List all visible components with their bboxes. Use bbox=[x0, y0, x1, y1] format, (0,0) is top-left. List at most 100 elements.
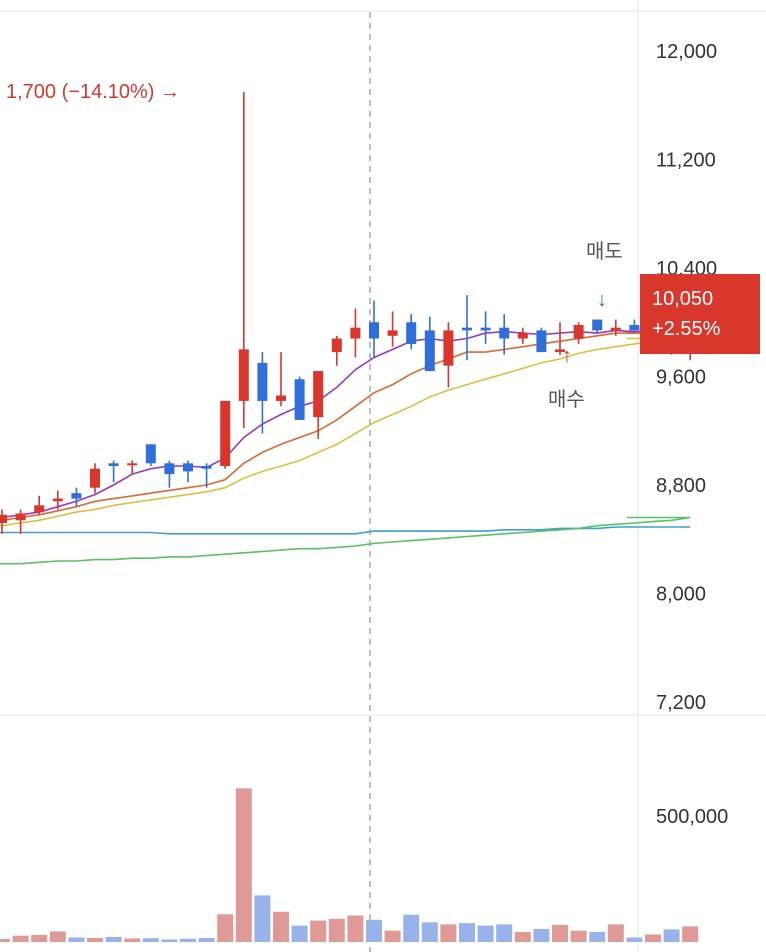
candle-body bbox=[276, 395, 286, 401]
current-price-badge: 10,050 +2.55% bbox=[640, 274, 760, 354]
candle-body bbox=[294, 379, 305, 420]
volume-bar bbox=[217, 914, 234, 942]
candle-body bbox=[629, 324, 640, 331]
volume-bar bbox=[533, 928, 550, 942]
volume-bar bbox=[291, 925, 308, 942]
candle-body bbox=[406, 322, 417, 344]
volume-bar bbox=[31, 934, 48, 942]
volume-bar bbox=[124, 938, 141, 942]
moving-averages bbox=[0, 329, 691, 565]
candle-body bbox=[183, 463, 193, 472]
volume-bar bbox=[514, 931, 531, 942]
candle-body bbox=[164, 463, 175, 475]
volume-bar bbox=[347, 915, 364, 942]
moving-average-line bbox=[0, 337, 691, 527]
candle-body bbox=[71, 493, 82, 499]
annotations: 1,700 (−14.10%) → 매도 ↓ ↑ 매수 bbox=[6, 81, 623, 411]
volume-bar bbox=[366, 919, 382, 942]
volume-bar bbox=[273, 911, 289, 942]
candle-body bbox=[257, 362, 268, 401]
candle-body bbox=[238, 349, 249, 401]
candle-body bbox=[443, 330, 454, 366]
volume-bar bbox=[589, 931, 606, 942]
candle-body bbox=[201, 466, 212, 469]
volume-bar bbox=[235, 788, 252, 942]
current-price-change: +2.55% bbox=[652, 318, 721, 340]
price-tick-label: 8,000 bbox=[656, 584, 706, 606]
moving-average-line bbox=[0, 526, 691, 535]
candle-body bbox=[462, 327, 472, 331]
candle-body bbox=[573, 324, 584, 339]
volume-bar bbox=[496, 924, 513, 942]
price-axis: 12,00011,20010,4009,6008,8008,0007,20050… bbox=[656, 41, 728, 828]
moving-average-line bbox=[0, 330, 691, 522]
price-tick-label: 7,200 bbox=[656, 692, 706, 714]
candle-body bbox=[517, 333, 528, 339]
volume-bar bbox=[459, 923, 475, 942]
volume-bar bbox=[87, 937, 103, 942]
candle-body bbox=[480, 327, 491, 331]
candle-body bbox=[90, 468, 100, 488]
candle-body bbox=[387, 330, 398, 336]
candles[interactable] bbox=[0, 91, 696, 534]
volume-bar bbox=[384, 930, 401, 942]
volume-bar bbox=[477, 925, 494, 942]
candle-body bbox=[536, 330, 547, 353]
volume-bar bbox=[440, 924, 457, 942]
volume-bar bbox=[49, 931, 66, 942]
volume-bar bbox=[180, 938, 196, 942]
candle-body bbox=[592, 319, 603, 331]
volume-bars[interactable] bbox=[0, 788, 699, 942]
price-tick-label: 8,800 bbox=[656, 475, 706, 497]
buy-signal-label: 매수 bbox=[548, 388, 585, 411]
candle-body bbox=[34, 505, 45, 513]
candle-body bbox=[145, 444, 156, 464]
price-tick-label: 9,600 bbox=[656, 367, 706, 389]
volume-bar bbox=[626, 937, 643, 942]
candle-body bbox=[610, 327, 621, 331]
candle-body bbox=[331, 338, 342, 353]
volume-bar bbox=[421, 922, 438, 942]
volume-bar bbox=[198, 937, 215, 942]
buy-arrow-icon: ↑ bbox=[562, 345, 572, 367]
sell-signal-label: 매도 bbox=[586, 240, 623, 263]
volume-bar bbox=[105, 936, 122, 942]
candle-body bbox=[313, 371, 324, 418]
candle-body bbox=[424, 330, 435, 372]
candle-body bbox=[0, 514, 7, 523]
volume-bar bbox=[68, 937, 85, 942]
volume-bar bbox=[663, 929, 680, 942]
volume-bar bbox=[254, 895, 271, 942]
volume-bar bbox=[310, 920, 327, 942]
high-price-label: 1,700 (−14.10%) → bbox=[6, 81, 180, 103]
volume-bar bbox=[607, 924, 624, 942]
candle-body bbox=[369, 322, 379, 339]
candle-body bbox=[127, 463, 138, 466]
volume-bar bbox=[142, 938, 159, 942]
candle-body bbox=[52, 498, 63, 502]
price-tick-label: 11,200 bbox=[656, 150, 716, 172]
volume-bar bbox=[682, 926, 699, 942]
moving-average-line bbox=[0, 329, 691, 519]
volume-bar bbox=[570, 930, 587, 942]
price-tick-label: 12,000 bbox=[656, 41, 717, 63]
volume-bar bbox=[161, 939, 178, 942]
volume-bar bbox=[328, 918, 345, 942]
volume-bar bbox=[552, 924, 568, 942]
candle-body bbox=[15, 513, 26, 521]
candle-body bbox=[555, 349, 565, 353]
volume-bar bbox=[0, 938, 10, 942]
volume-tick-label: 500,000 bbox=[656, 806, 728, 828]
candle-body bbox=[350, 327, 361, 339]
volume-bar bbox=[12, 935, 29, 942]
current-price: 10,050 bbox=[652, 288, 714, 310]
moving-average-line bbox=[0, 516, 691, 565]
candle-body bbox=[499, 327, 510, 339]
candle-body bbox=[220, 400, 231, 467]
volume-bar bbox=[645, 934, 661, 942]
sell-arrow-icon: ↓ bbox=[597, 289, 607, 311]
candle-body bbox=[108, 463, 119, 467]
